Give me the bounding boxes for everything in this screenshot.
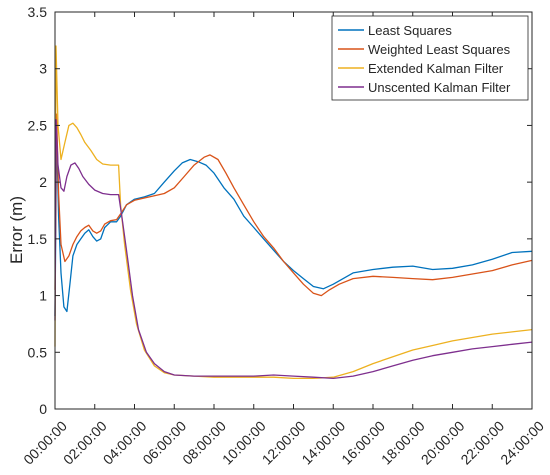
y-tick-label: 1.5 (28, 231, 48, 247)
legend: Least Squares Weighted Least Squares Exten… (331, 15, 529, 101)
y-tick-label: 1 (39, 288, 47, 304)
series-line-2 (54, 113, 533, 297)
legend-label: Least Squares (368, 23, 452, 38)
legend-label: Unscented Kalman Filter (368, 80, 511, 95)
y-tick-label: 0.5 (28, 344, 48, 360)
legend-label: Weighted Least Squares (368, 42, 511, 57)
x-tick-label: 24:00:00 (497, 418, 547, 468)
series-line-1 (54, 130, 533, 317)
y-axis-label: Error (m) (7, 196, 26, 264)
series-line-4 (54, 119, 533, 380)
y-tick-label: 0 (39, 401, 47, 417)
legend-label: Extended Kalman Filter (368, 61, 504, 76)
series-line-3 (54, 45, 533, 380)
y-tick-label: 3.5 (28, 4, 48, 20)
y-tick-label: 2.5 (28, 117, 48, 133)
y-tick-label: 2 (39, 174, 47, 190)
series-layer (54, 45, 533, 380)
y-tick-label: 3 (39, 61, 47, 77)
legend-box (331, 15, 529, 101)
